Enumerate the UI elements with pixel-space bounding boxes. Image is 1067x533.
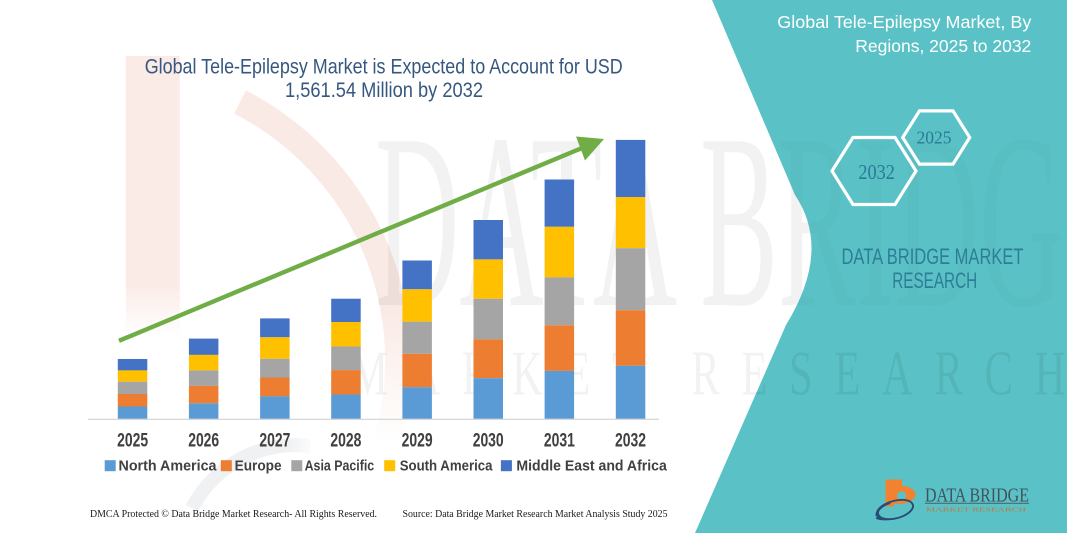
svg-text:2025: 2025 [917, 128, 952, 148]
svg-text:Europe: Europe [235, 458, 282, 474]
svg-text:2032: 2032 [858, 161, 895, 184]
svg-text:1,561.54 Million by 2032: 1,561.54 Million by 2032 [285, 78, 483, 102]
svg-text:Middle East and Africa: Middle East and Africa [516, 458, 667, 474]
svg-text:2032: 2032 [615, 430, 646, 452]
svg-text:2029: 2029 [402, 430, 433, 452]
svg-text:2028: 2028 [330, 430, 361, 452]
svg-text:2030: 2030 [473, 430, 504, 452]
svg-text:RESEARCH: RESEARCH [892, 268, 977, 293]
svg-text:Regions, 2025 to 2032: Regions, 2025 to 2032 [855, 36, 1031, 56]
svg-text:2026: 2026 [188, 430, 219, 452]
svg-text:DMCA Protected © Data Bridge M: DMCA Protected © Data Bridge Market Rese… [90, 509, 377, 520]
svg-text:North America: North America [119, 458, 218, 474]
svg-text:DATA BRIDGE MARKET: DATA BRIDGE MARKET [842, 244, 1024, 269]
svg-text:2031: 2031 [544, 430, 575, 452]
svg-text:Global Tele-Epilepsy Market, B: Global Tele-Epilepsy Market, By [777, 12, 1031, 32]
svg-text:Asia Pacific: Asia Pacific [305, 458, 375, 474]
svg-text:Global Tele-Epilepsy Market is: Global Tele-Epilepsy Market is Expected … [145, 54, 623, 78]
svg-text:Source: Data Bridge Market Res: Source: Data Bridge Market Research Mark… [403, 509, 668, 520]
svg-text:South America: South America [400, 458, 494, 474]
svg-text:MARKET RESEARCH: MARKET RESEARCH [926, 506, 1027, 513]
svg-text:2025: 2025 [117, 430, 148, 452]
svg-text:2027: 2027 [259, 430, 290, 452]
svg-text:DATA BRIDGE: DATA BRIDGE [925, 485, 1029, 507]
